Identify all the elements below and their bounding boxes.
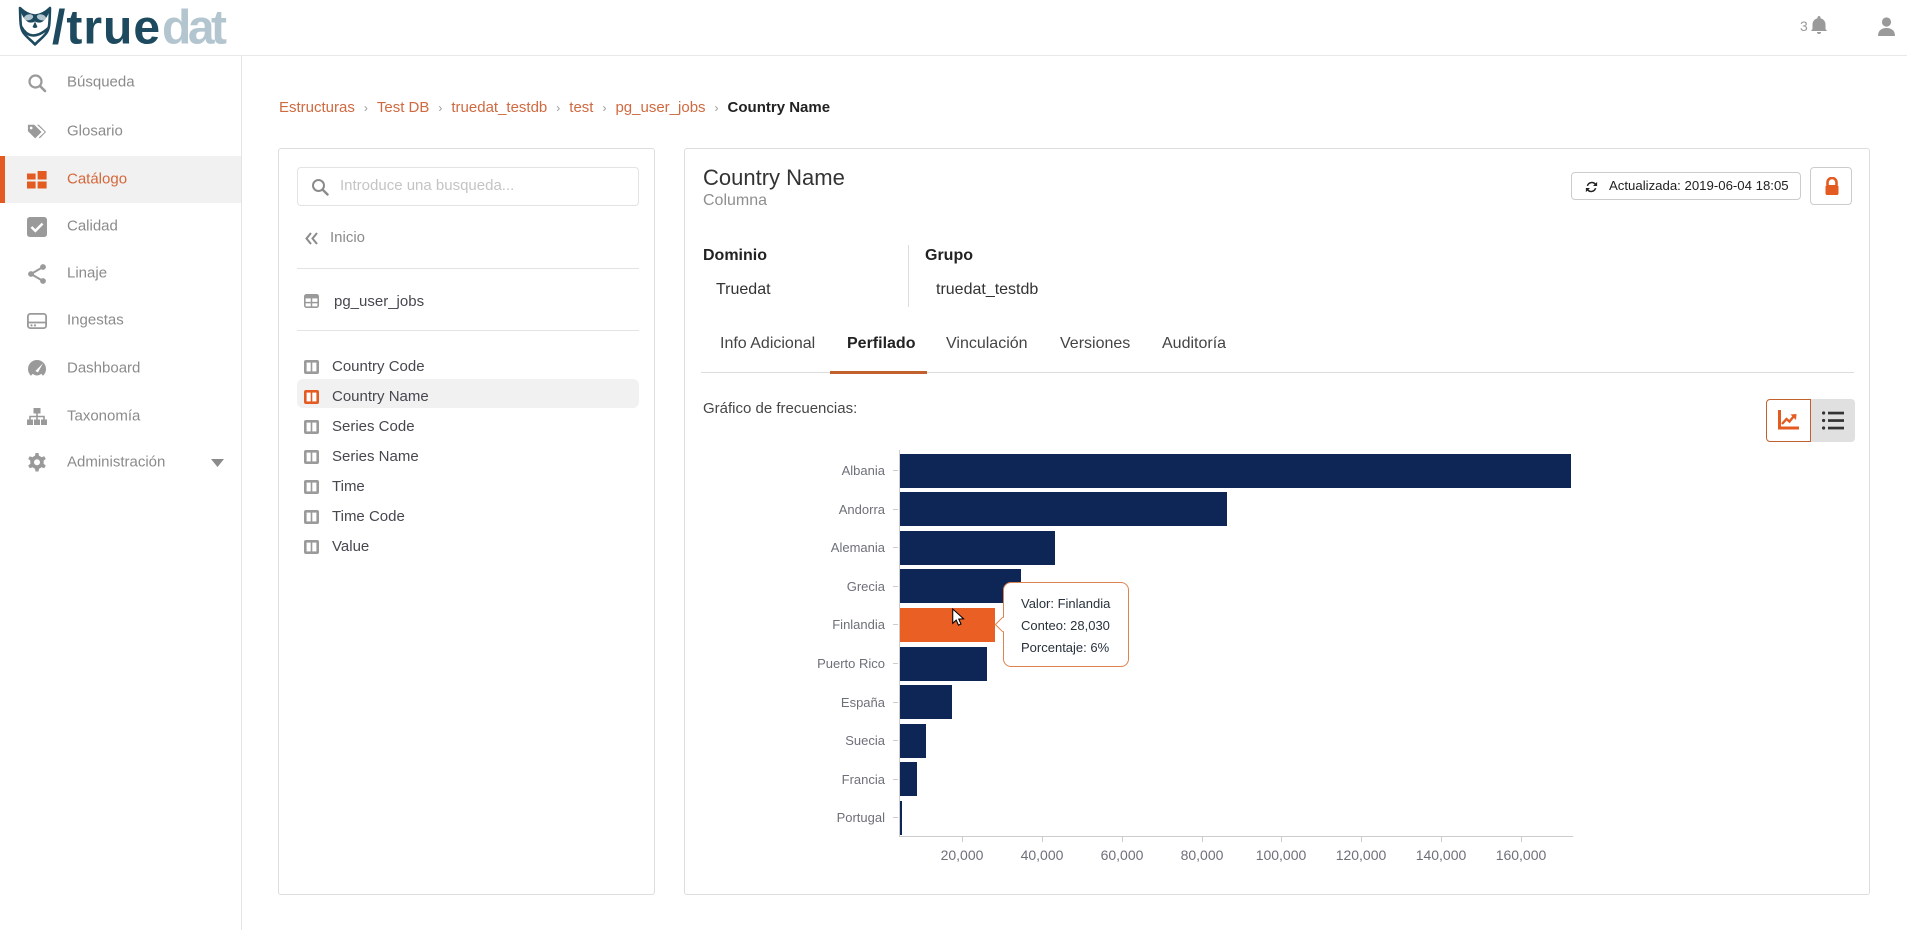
svg-text:/true: /true <box>52 6 161 50</box>
svg-text:dat: dat <box>162 6 227 50</box>
